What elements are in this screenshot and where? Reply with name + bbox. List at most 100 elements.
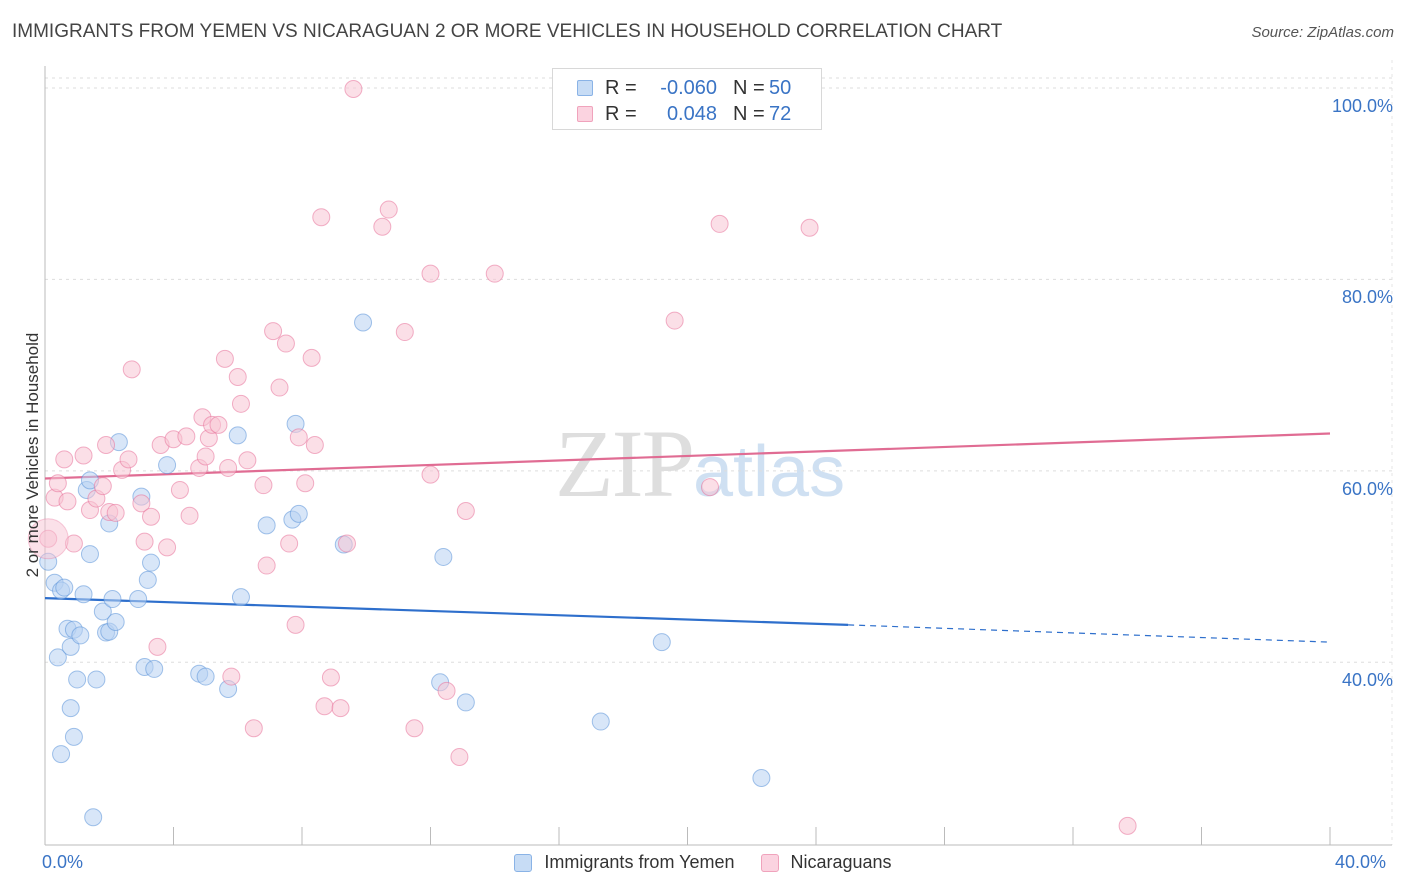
r-value: 0.048 [666,102,717,125]
yemen-point [257,516,276,535]
r-value: -0.060 [660,76,717,99]
yemen-point [142,553,161,572]
nicaraguan-point [302,348,321,367]
points-layer [27,79,1137,835]
nicaraguan-point [119,450,138,469]
nicaraguan-point [106,503,125,522]
yemen-point [71,626,90,645]
nicaraguan-point [331,699,350,718]
yemen-point [55,578,74,597]
nicaraguan-point [58,492,77,511]
yemen-point [752,769,771,788]
yemen-point [106,613,125,632]
yemen-point [93,602,112,621]
yemen-point [652,633,671,652]
legend-label: Immigrants from Yemen [544,852,735,872]
y-tick-label: 100.0% [1331,96,1393,116]
legend-item-yemen[interactable]: Immigrants from Yemen [514,852,735,873]
n-label: N = [733,76,765,99]
x-tick-label-min: 0.0% [42,852,84,872]
r-label: R = [605,102,637,125]
nicaraguan-point [305,435,324,454]
y-tick-label: 80.0% [1341,287,1393,308]
yemen-point [87,670,106,689]
trend-layer [44,432,1331,643]
nicaraguan-point [219,458,238,477]
nicaraguan-point [456,502,475,521]
nicaraguan-point [280,534,299,553]
nicaraguan-point-large [27,518,69,560]
nicaraguan-point [244,719,263,738]
nicaraguan-point [270,378,289,397]
yemen-point [80,545,99,564]
nicaraguan-point [93,477,112,496]
yemen-legend-swatch [514,853,533,872]
nicaraguans-legend-swatch [760,853,779,872]
yemen-point [74,585,93,604]
nicaraguan-point [148,637,167,656]
yemen-point [196,667,215,686]
nicaraguan-point [800,218,819,237]
nicaraguan-point [158,538,177,557]
nicaraguan-point [209,415,228,434]
nicaraguan-point [231,394,250,413]
yemen-point [138,570,157,589]
nicaraguan-point [312,208,331,227]
chart-legend: Immigrants from Yemen Nicaraguans [0,852,1406,873]
yemen-point [434,547,453,566]
nicaraguan-point [286,615,305,634]
nicaraguans-swatch [577,106,593,122]
yemen-point [103,590,122,609]
nicaraguan-point [321,668,340,687]
nicaraguan-point [700,478,719,497]
nicaraguan-point [122,360,141,379]
nicaraguan-point [170,480,189,499]
axis-layer [44,66,1392,846]
watermark: ZIPatlas [555,408,845,519]
nicaraguan-point [180,506,199,525]
legend-item-nicaraguans[interactable]: Nicaraguans [760,852,892,873]
yemen-point [68,670,87,689]
nicaraguan-point [315,697,334,716]
yemen-point [52,745,71,764]
yemen-point [228,426,247,445]
nicaraguan-point [485,264,504,283]
yemen-trend-extension [848,624,1331,643]
yemen-point [591,712,610,731]
nicaraguan-point [215,349,234,368]
nicaraguan-point [665,311,684,330]
stats-row-yemen: R = -0.060 N = 50 [577,75,791,101]
yemen-point [456,693,475,712]
nicaraguan-point [421,465,440,484]
watermark-zip: ZIP [555,410,695,517]
nicaraguan-point [74,446,93,465]
n-label: N = [733,102,765,125]
n-value: 72 [769,102,792,125]
nicaraguan-point [1118,816,1137,835]
yemen-point [84,808,103,827]
nicaraguan-point [296,474,315,493]
y-axis-title: 2 or more Vehicles in Household [23,332,42,578]
nicaraguan-point [48,474,67,493]
nicaraguan-point [437,681,456,700]
nicaraguan-point [379,200,398,219]
nicaraguan-point [450,747,469,766]
nicaraguan-point [55,450,74,469]
yemen-point [64,727,83,746]
yemen-trend-line [44,596,849,626]
yemen-point [289,504,308,523]
chart-title: IMMIGRANTS FROM YEMEN VS NICARAGUAN 2 OR… [12,21,1003,42]
nicaraguan-point [257,556,276,575]
nicaraguan-point [289,428,308,447]
yemen-point [145,659,164,678]
nicaraguan-point [421,264,440,283]
nicaraguan-point [238,451,257,470]
nicaraguan-point [710,214,729,233]
nicaraguan-trend-line [44,432,1331,480]
nicaraguan-point [228,368,247,387]
yemen-point [61,699,80,718]
yemen-point [354,313,373,332]
yemen-point [158,456,177,475]
nicaraguan-point [132,494,151,513]
watermark-atlas: atlas [693,432,846,512]
